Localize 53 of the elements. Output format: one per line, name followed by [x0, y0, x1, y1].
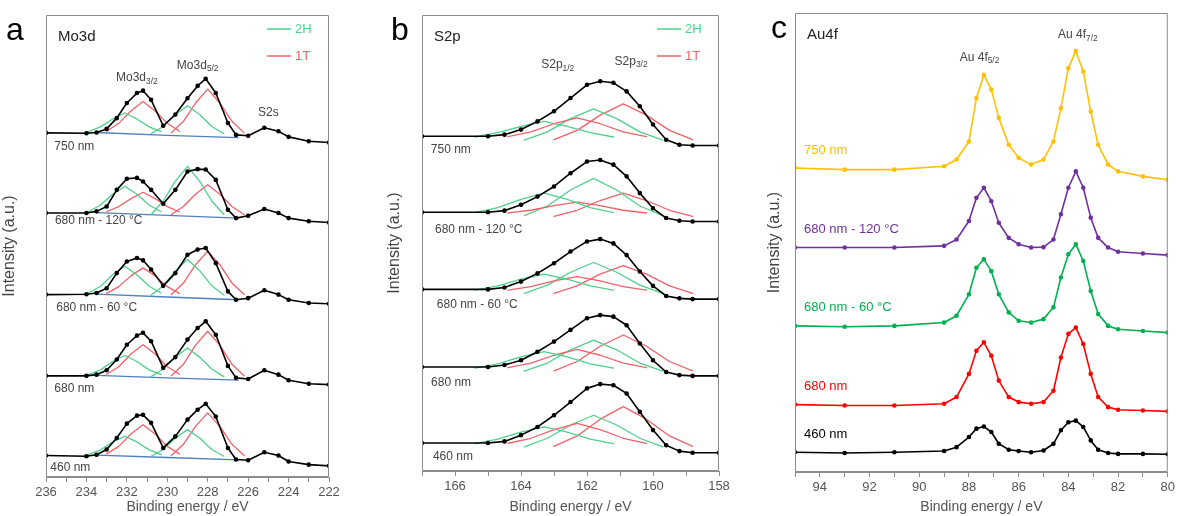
series-label: 680 nm - 120 °C [804, 221, 899, 237]
x-tick-label: 162 [576, 478, 598, 494]
x-tick-label: 158 [708, 478, 730, 494]
legend-label: 1T [685, 47, 701, 63]
x-tick-label: 226 [237, 484, 259, 500]
series-label: 460 nm [804, 425, 848, 441]
x-tick-label: 82 [1110, 479, 1126, 495]
annotation: 460 nm [432, 448, 473, 463]
x-tick-label: 224 [277, 484, 300, 500]
x-tick-label: 164 [510, 478, 532, 494]
x-tick-label: 236 [35, 484, 57, 500]
legend-label: 2H [685, 20, 702, 36]
chart-title: Mo3d [58, 27, 96, 45]
x-tick-label: 80 [1160, 479, 1175, 495]
y-axis-title: Intensity (a.u.) [385, 192, 403, 294]
x-tick-label: 222 [318, 484, 340, 500]
text: a [6, 10, 24, 47]
x-axis-title: Binding energy / eV [509, 498, 633, 515]
annotation: 460 nm [50, 460, 91, 475]
annotation: S2s [258, 105, 279, 120]
x-tick-label: 90 [912, 479, 927, 495]
annotation: 680 nm - 120 °C [434, 221, 523, 236]
x-tick-label: 230 [156, 484, 179, 500]
series-label: 750 nm [804, 141, 848, 157]
text: b [391, 10, 409, 47]
series-label: 680 nm [804, 378, 848, 394]
series-label: 680 nm - 60 °C [804, 299, 892, 315]
x-tick-label: 160 [642, 478, 664, 494]
chart-title: Au4f [807, 25, 839, 43]
x-tick-label: 88 [961, 479, 977, 495]
annotation: 680 nm [431, 375, 472, 390]
legend-label: 2H [295, 20, 312, 36]
y-axis-title: Intensity (a.u.) [0, 195, 18, 297]
annotation: 680 nm - 60 °C [56, 300, 138, 315]
x-tick-label: 92 [862, 479, 877, 495]
annotation: 750 nm [430, 142, 471, 157]
x-tick-label: 232 [116, 484, 138, 500]
annotation: 680 nm - 60 °C [436, 297, 518, 312]
x-tick-label: 234 [75, 484, 98, 500]
x-tick-label: 84 [1061, 479, 1076, 495]
text: c [771, 8, 787, 45]
annotation: 750 nm [54, 138, 95, 153]
x-axis-title: Binding energy / eV [126, 498, 250, 515]
x-tick-label: 228 [196, 484, 219, 500]
y-axis-title: Intensity (a.u.) [765, 191, 783, 294]
legend-label: 1T [295, 47, 311, 63]
x-tick-label: 86 [1011, 479, 1026, 495]
x-axis-title: Binding energy / eV [920, 498, 1044, 515]
chart-title: S2p [434, 27, 461, 45]
x-tick-label: 94 [812, 479, 828, 495]
annotation: 680 nm [54, 381, 95, 396]
x-tick-label: 166 [444, 478, 466, 494]
annotation: 680 nm - 120 °C [54, 212, 143, 227]
